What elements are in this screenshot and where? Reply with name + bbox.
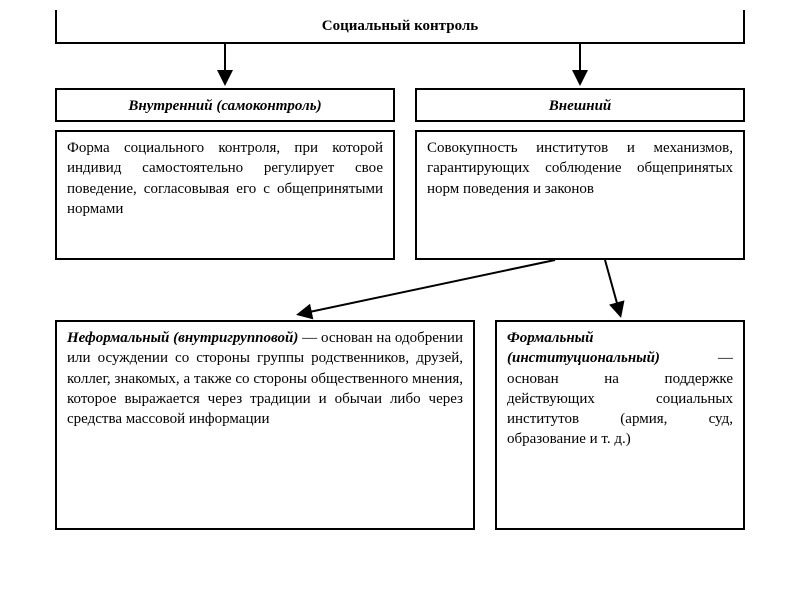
root-title-box: Социальный контроль bbox=[55, 10, 745, 44]
right-header-box: Внешний bbox=[415, 88, 745, 122]
right-header-text: Внешний bbox=[549, 98, 612, 114]
root-title-text: Социальный контроль bbox=[322, 18, 478, 34]
arrow-right-formal bbox=[605, 260, 620, 314]
formal-box: Формальный (институциональный) — основан… bbox=[495, 320, 745, 530]
left-desc-text: Форма социального контроля, при которой … bbox=[67, 140, 383, 217]
left-desc-box: Форма социального контроля, при которой … bbox=[55, 130, 395, 260]
left-header-text: Внутренний (самоконтроль) bbox=[128, 98, 321, 114]
right-desc-box: Совокупность институтов и механизмов, га… bbox=[415, 130, 745, 260]
informal-box: Неформальный (внутригрупповой) — основан… bbox=[55, 320, 475, 530]
left-header-box: Внутренний (самоконтроль) bbox=[55, 88, 395, 122]
arrow-right-informal bbox=[300, 260, 555, 314]
informal-title: Неформальный (внутригрупповой) bbox=[67, 330, 298, 346]
formal-title: Формальный (институциональный) bbox=[507, 330, 660, 366]
right-desc-text: Совокупность институтов и механизмов, га… bbox=[427, 140, 733, 197]
